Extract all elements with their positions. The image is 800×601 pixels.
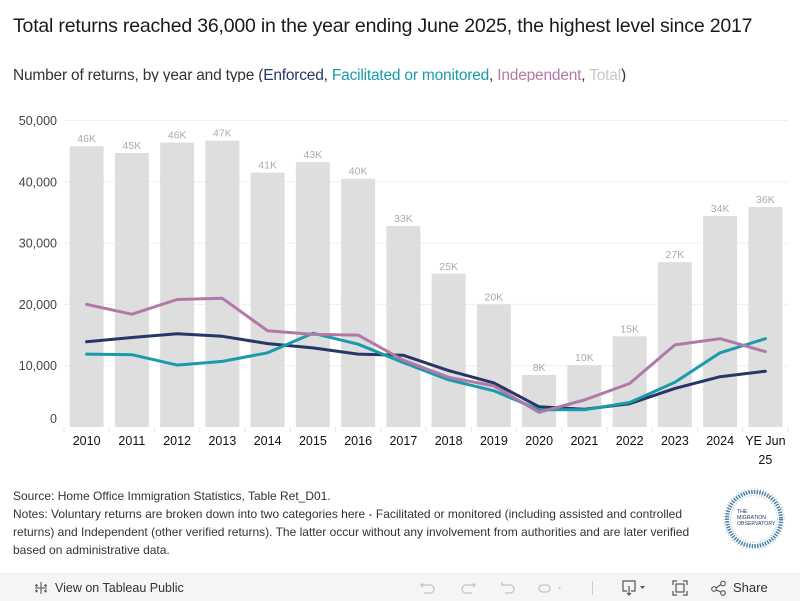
- legend-enforced: Enforced: [263, 67, 324, 82]
- line-independent: [85, 296, 767, 414]
- bar-total: [476, 304, 511, 427]
- x-tick-label: 2024: [706, 434, 734, 448]
- redo-icon: [461, 582, 476, 594]
- bar-value-label: 15K: [620, 323, 639, 335]
- bar-value-label: 41K: [258, 160, 277, 172]
- logo-line-2: MIGRATION: [737, 515, 766, 521]
- bar-value-label: 36K: [756, 194, 775, 206]
- tableau-toolbar: View on Tableau Public Share: [0, 573, 800, 601]
- x-tick-label: 2012: [163, 434, 191, 448]
- y-axis: 0 10,000 20,000 30,000 40,000 50,000: [19, 114, 57, 426]
- download-icon: [622, 579, 645, 596]
- bar-total: [431, 273, 466, 427]
- bar-total: [703, 216, 738, 427]
- refresh-button[interactable]: [537, 574, 567, 601]
- line-facilitated-or-monitored: [85, 331, 767, 412]
- fullscreen-button[interactable]: [671, 574, 689, 601]
- x-tick-label: 2015: [299, 434, 327, 448]
- x-tick-label: YE Jun: [745, 434, 785, 448]
- logo-line-3: OBSERVATORY: [737, 521, 776, 527]
- refresh-icon: [538, 583, 561, 593]
- bar-labels: 46K 45K 46K 47K 41K 43K 40K 33K 25K 20K 8K 10K 15K 27…: [77, 128, 774, 374]
- y-tick-label: 10,000: [19, 359, 57, 373]
- footer-notes: Source: Home Office Immigration Statisti…: [13, 487, 718, 559]
- line-enforced: [85, 332, 767, 411]
- bar-total: [250, 172, 285, 427]
- revert-button[interactable]: [499, 574, 517, 601]
- x-tick-label: 2021: [570, 434, 598, 448]
- subtitle-prefix: Number of returns, by year and type (: [13, 67, 264, 82]
- migration-observatory-logo[interactable]: THE MIGRATION OBSERVATORY: [722, 487, 786, 551]
- bar-value-label: 34K: [711, 203, 730, 215]
- download-button[interactable]: [621, 574, 651, 601]
- source-text: Source: Home Office Immigration Statisti…: [13, 489, 331, 503]
- chart-subtitle: Number of returns, by year and type (Enf…: [13, 66, 773, 82]
- bar-value-label: 46K: [168, 130, 187, 142]
- bar-value-label: 40K: [349, 166, 368, 178]
- bar-value-label: 27K: [666, 249, 685, 261]
- subtitle-suffix: ): [620, 67, 626, 82]
- x-tick-label: 2019: [480, 434, 508, 448]
- logo-line-1: THE: [737, 509, 748, 515]
- subtitle-separator: ,: [581, 67, 590, 82]
- redo-button[interactable]: [459, 574, 477, 601]
- x-tick-label: 2013: [208, 434, 236, 448]
- legend-total: Total: [589, 67, 621, 82]
- chart-title: Total returns reached 36,000 in the year…: [13, 15, 753, 37]
- bar-total: [386, 225, 421, 427]
- bar-value-label: 20K: [485, 291, 504, 303]
- bar-value-label: 43K: [304, 149, 323, 161]
- subtitle-separator: ,: [489, 67, 498, 82]
- fullscreen-icon: [672, 579, 688, 596]
- share-button[interactable]: Share: [710, 574, 768, 601]
- x-tick-label: 25: [758, 453, 772, 467]
- x-tick-label: 2018: [435, 434, 463, 448]
- x-tick-label: 2023: [661, 434, 689, 448]
- y-tick-label: 20,000: [19, 298, 57, 312]
- y-tick-label: 40,000: [19, 175, 57, 189]
- legend-independent: Independent: [497, 67, 582, 82]
- undo-button[interactable]: [419, 574, 437, 601]
- bar-value-label: 47K: [213, 128, 232, 140]
- bar-total: [160, 142, 195, 427]
- bar-total: [114, 152, 149, 427]
- undo-icon: [420, 582, 435, 594]
- x-tick-label: 2017: [389, 434, 417, 448]
- bar-value-label: 10K: [575, 352, 594, 364]
- bar-total: [205, 140, 240, 427]
- x-tick-label: 2014: [254, 434, 282, 448]
- bar-value-label: 45K: [123, 140, 142, 152]
- bar-value-label: 46K: [77, 133, 96, 145]
- share-icon: [711, 580, 726, 596]
- bar-total: [748, 206, 783, 427]
- legend-facilitated: Facilitated or monitored: [331, 67, 490, 82]
- y-tick-label: 0: [50, 412, 57, 426]
- share-label: Share: [733, 580, 768, 595]
- x-tick-label: 2010: [73, 434, 101, 448]
- x-tick-label: 2016: [344, 434, 372, 448]
- subtitle-separator: ,: [323, 67, 332, 82]
- series-lines: [85, 296, 767, 414]
- bar-value-label: 25K: [439, 261, 458, 273]
- y-tick-label: 50,000: [19, 114, 57, 128]
- tableau-logo-icon: [35, 581, 47, 594]
- notes-text: Notes: Voluntary returns are broken down…: [13, 507, 690, 557]
- view-on-tableau-label: View on Tableau Public: [55, 580, 184, 595]
- revert-icon: [501, 581, 515, 594]
- x-tick-label: 2011: [118, 434, 145, 448]
- bar-value-label: 33K: [394, 213, 413, 225]
- bar-total: [69, 146, 104, 427]
- bar-value-label: 8K: [533, 362, 546, 374]
- total-bars: [69, 140, 783, 427]
- x-tick-label: 2020: [525, 434, 553, 448]
- view-on-tableau-button[interactable]: View on Tableau Public: [33, 574, 184, 601]
- toolbar-divider: [592, 581, 593, 595]
- bar-total: [295, 162, 330, 427]
- y-tick-label: 30,000: [19, 237, 57, 251]
- bar-total: [341, 178, 376, 427]
- x-tick-label: 2022: [616, 434, 644, 448]
- x-axis: 2010 2011 2012 2013 2014 2015 2016 2017 2018 2019…: [63, 427, 789, 467]
